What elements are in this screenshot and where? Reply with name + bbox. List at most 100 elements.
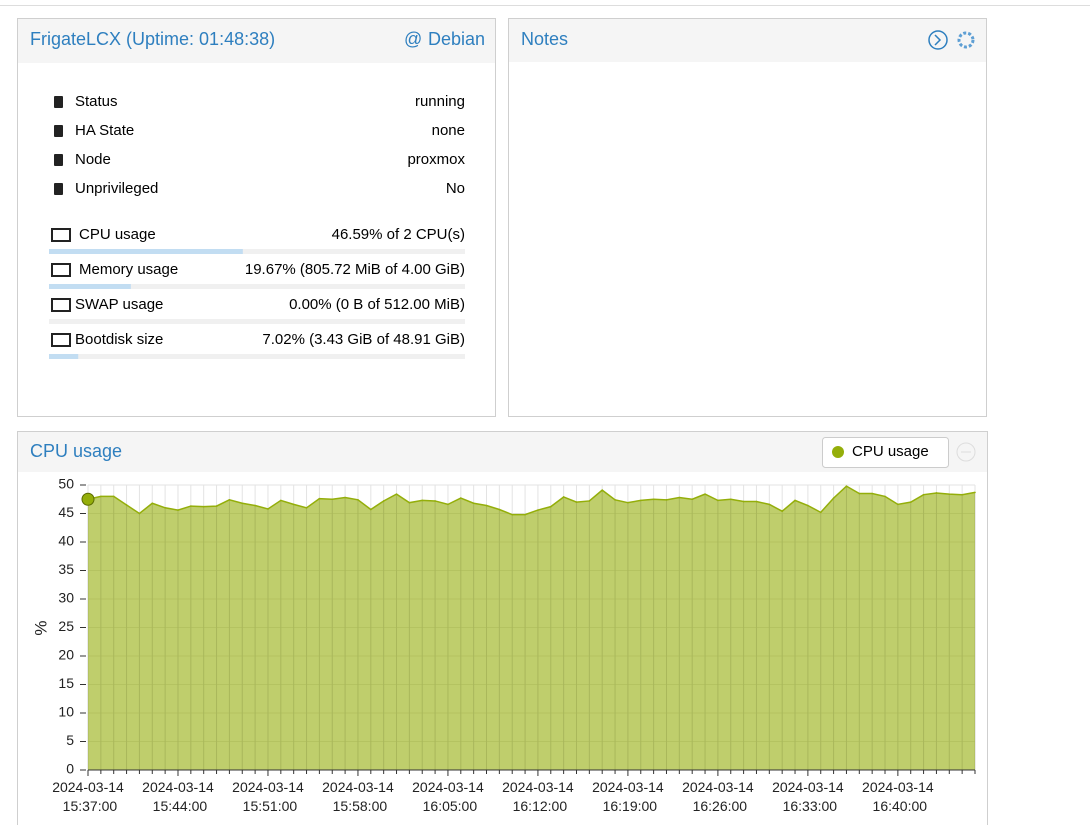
legend-button[interactable]	[822, 437, 949, 468]
settings-button[interactable]	[957, 31, 975, 49]
status-title: FrigateLCX (Uptime: 01:48:38)	[30, 29, 275, 49]
cpu-point	[704, 493, 706, 495]
cpu-point	[562, 496, 565, 498]
cpu-point	[678, 496, 681, 499]
usage-bar	[49, 284, 131, 289]
usage-label: SWAP usage	[75, 296, 163, 313]
y-tick-label: 10	[58, 704, 74, 720]
cpu-point	[845, 485, 848, 487]
usage-label: Memory usage	[79, 261, 178, 278]
row-icon	[54, 183, 63, 195]
legend-label: CPU usage	[852, 443, 929, 460]
cpu-point	[652, 498, 655, 501]
x-tick-label: 2024-03-14 15:44:00	[142, 779, 214, 814]
cpu-point	[318, 497, 321, 500]
cpu-point	[627, 501, 629, 504]
row-value: proxmox	[407, 151, 465, 168]
y-tick-label: 15	[58, 675, 74, 691]
cpu-point	[267, 508, 269, 510]
cpu-point	[858, 492, 861, 495]
cpu-point	[819, 511, 822, 514]
cpu-point	[665, 499, 668, 501]
x-tick-label: 2024-03-14 16:26:00	[682, 779, 754, 814]
cpu-point	[807, 504, 809, 507]
y-tick-label: 45	[58, 504, 74, 520]
usage-icon	[51, 228, 71, 242]
x-tick-label: 2024-03-14 16:40:00	[862, 779, 934, 814]
row-icon	[54, 125, 63, 137]
cpu-area	[88, 486, 975, 770]
cpu-point	[524, 513, 526, 516]
y-tick-label: 35	[58, 561, 74, 577]
cpu-point	[305, 507, 308, 509]
cpu-point	[331, 498, 334, 501]
cpu-point	[357, 499, 359, 501]
cpu-point	[511, 513, 514, 516]
notes-header	[509, 19, 986, 62]
y-tick-label: 0	[66, 761, 74, 777]
usage-track	[49, 249, 465, 254]
x-tick-label: 2024-03-14 15:37:00	[52, 779, 124, 814]
row-icon	[54, 154, 63, 166]
cpu-point	[948, 493, 951, 495]
usage-icon	[51, 298, 71, 312]
cpu-point	[164, 507, 166, 509]
cpu-line	[87, 485, 976, 516]
cpu-point	[177, 509, 179, 511]
cpu-point	[292, 503, 295, 506]
cpu-point	[549, 505, 552, 508]
usage-track	[49, 284, 465, 289]
cpu-point	[190, 505, 192, 507]
cpu-point	[215, 505, 218, 507]
row-label: Unprivileged	[75, 180, 158, 197]
cpu-point	[151, 502, 154, 505]
usage-value: 19.67% (805.72 MiB of 4.00 GiB)	[245, 261, 465, 278]
chart-title: CPU usage	[30, 441, 122, 461]
cpu-point	[922, 493, 925, 496]
cpu-point	[588, 500, 591, 502]
cpu-point	[498, 508, 501, 511]
row-value: No	[446, 180, 465, 197]
cpu-point	[832, 497, 835, 499]
cpu-point	[100, 495, 102, 498]
cpu-point	[691, 498, 693, 501]
cpu-point	[382, 500, 385, 502]
cpu-point	[472, 502, 475, 505]
usage-value: 46.59% of 2 CPU(s)	[332, 226, 465, 243]
cpu-point	[755, 500, 758, 503]
usage-bar	[49, 354, 79, 359]
usage-value: 7.02% (3.43 GiB of 48.91 GiB)	[262, 331, 465, 348]
x-tick-label: 2024-03-14 16:05:00	[412, 779, 484, 814]
usage-icon	[51, 263, 71, 277]
cpu-point	[254, 504, 256, 507]
cpu-point	[344, 496, 346, 499]
cpu-point	[125, 504, 128, 506]
row-label: Node	[75, 151, 111, 168]
cpu-point	[884, 495, 886, 498]
usage-label: CPU usage	[79, 226, 156, 243]
x-tick-label: 2024-03-14 16:12:00	[502, 779, 574, 814]
cpu-point	[370, 508, 372, 511]
cpu-point	[112, 495, 115, 498]
cpu-point	[909, 501, 912, 503]
cpu-point	[81, 492, 95, 506]
edit-button[interactable]	[928, 30, 948, 50]
row-value: running	[415, 93, 465, 110]
cpu-point	[447, 503, 449, 506]
collapse-button[interactable]	[956, 442, 976, 462]
cpu-point	[897, 503, 899, 506]
cpu-point	[974, 491, 976, 494]
cpu-point	[228, 499, 231, 501]
cpu-point	[717, 499, 719, 502]
row-label: HA State	[75, 122, 134, 139]
row-label: Status	[75, 93, 118, 110]
usage-icon	[51, 333, 71, 347]
x-tick-label: 2024-03-14 15:51:00	[232, 779, 304, 814]
cpu-point	[639, 499, 642, 502]
x-tick-label: 2024-03-14 16:33:00	[772, 779, 844, 814]
cpu-point	[138, 512, 141, 515]
cpu-point	[434, 500, 436, 502]
x-tick-label: 2024-03-14 16:19:00	[592, 779, 664, 814]
